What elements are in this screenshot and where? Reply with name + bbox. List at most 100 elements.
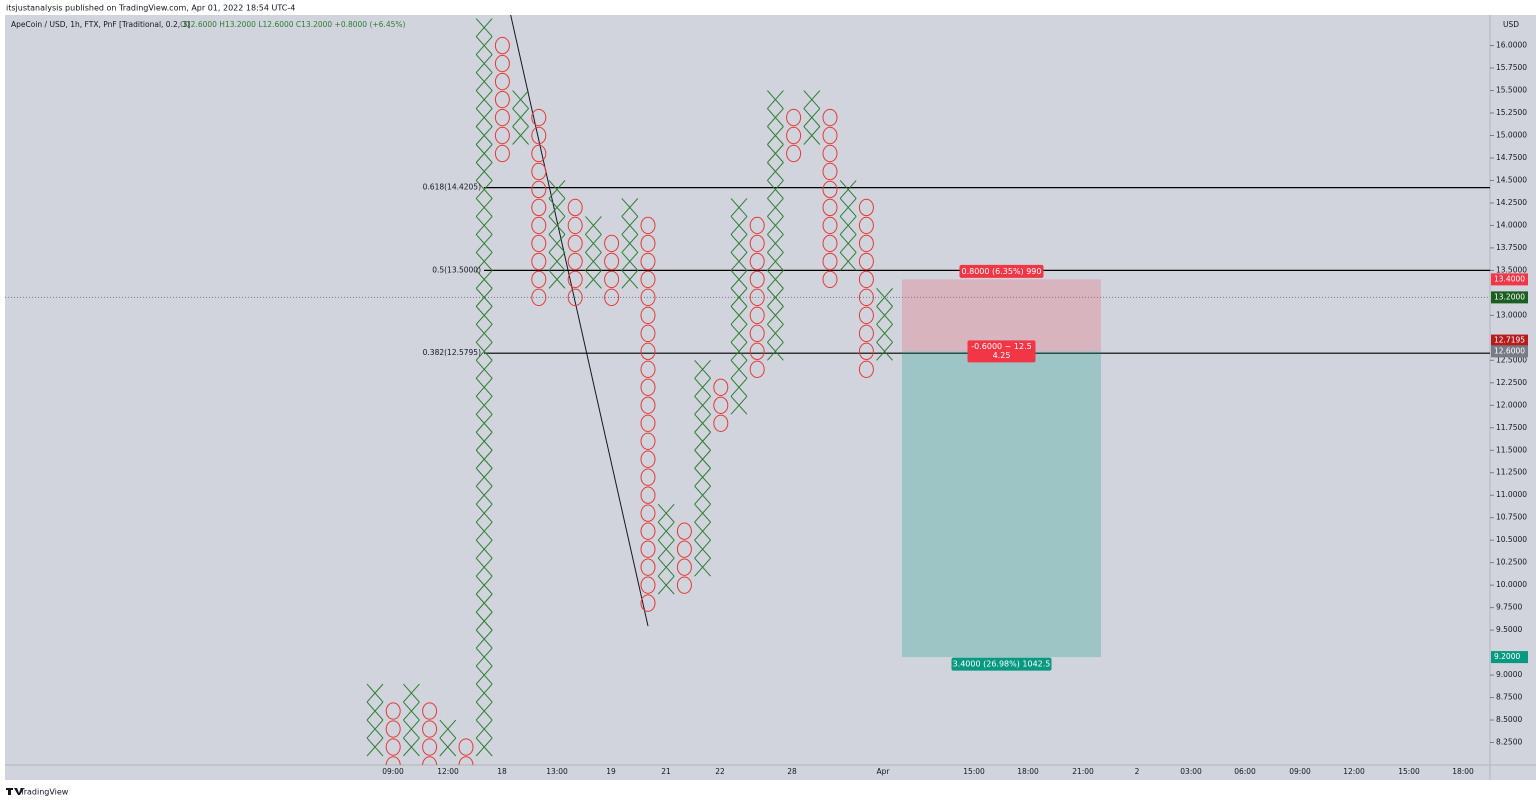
x-column <box>366 683 384 757</box>
y-tick-label: 14.7500 <box>1496 153 1527 162</box>
x-tick-label: 06:00 <box>1234 767 1256 776</box>
trend-line <box>510 15 649 627</box>
o-column <box>604 234 620 306</box>
price-badge-label: 9.2000 <box>1494 652 1520 661</box>
x-column <box>657 503 675 595</box>
y-tick-label: 10.5000 <box>1496 535 1527 544</box>
y-tick-label: 10.0000 <box>1496 580 1527 589</box>
y-tick-label: 9.7500 <box>1496 603 1522 612</box>
y-tick-label: 8.5000 <box>1496 715 1522 724</box>
fib-label: 0.618(14.4205) <box>423 183 481 192</box>
o-column <box>494 36 510 163</box>
y-tick-label: 14.5000 <box>1496 175 1527 184</box>
x-column <box>403 683 420 757</box>
x-tick-label: 18:00 <box>1017 767 1039 776</box>
x-tick-label: 09:00 <box>1289 767 1311 776</box>
price-badge <box>1491 291 1528 304</box>
tradingview-logo <box>6 788 24 795</box>
currency-label: USD <box>1503 20 1519 29</box>
y-tick-label: 13.7500 <box>1496 243 1527 252</box>
y-tick-label: 12.0000 <box>1496 400 1527 409</box>
x-tick-label: 21 <box>661 767 671 776</box>
x-column <box>548 180 566 289</box>
o-column <box>749 216 765 378</box>
y-tick-label: 11.7500 <box>1496 423 1527 432</box>
y-tick-label: 14.0000 <box>1496 220 1527 229</box>
x-column <box>475 18 493 757</box>
price-badge-label: 13.4000 <box>1494 274 1525 283</box>
x-tick-label: 15:00 <box>963 767 985 776</box>
x-column <box>512 90 529 145</box>
x-column <box>694 359 711 577</box>
position-label-bg <box>967 340 1036 363</box>
y-tick-label: 9.5000 <box>1496 625 1522 634</box>
y-tick-label: 15.7500 <box>1496 63 1527 72</box>
o-column <box>858 198 874 378</box>
x-tick-label: 18 <box>497 767 507 776</box>
position-label: 0.8000 (6.35%) 990 <box>961 267 1041 276</box>
x-tick-label: 12:00 <box>437 767 459 776</box>
x-tick-label: 19 <box>606 767 616 776</box>
price-badge-label: 12.7195 <box>1494 336 1525 345</box>
symbol-title: ApeCoin / USD, 1h, FTX, PnF [Traditional… <box>11 20 190 29</box>
x-tick-label: 12:00 <box>1343 767 1365 776</box>
price-badge <box>1491 273 1528 286</box>
risk-zone <box>902 279 1101 352</box>
fib-label: 0.5(13.5000) <box>432 265 481 274</box>
x-column <box>767 90 784 361</box>
o-column <box>458 738 474 765</box>
ohlc-legend: O12.6000 H13.2000 L12.6000 C13.2000 +0.8… <box>180 20 405 29</box>
o-column <box>640 216 656 612</box>
x-tick-label: Apr <box>877 767 891 776</box>
x-tick-label: 09:00 <box>382 767 404 776</box>
price-badge-label: 13.2000 <box>1494 292 1525 301</box>
o-column <box>422 702 438 765</box>
y-tick-label: 8.2500 <box>1496 738 1522 747</box>
price-badge-label: 12.6000 <box>1494 346 1525 355</box>
x-column <box>439 719 457 757</box>
y-tick-label: 15.0000 <box>1496 131 1527 140</box>
o-column <box>786 108 802 163</box>
publisher-header: itsjustanalysis published on TradingView… <box>6 4 295 13</box>
y-tick-label: 8.7500 <box>1496 693 1522 702</box>
price-badge <box>1491 651 1528 664</box>
y-tick-label: 15.2500 <box>1496 108 1527 117</box>
o-column <box>385 702 401 765</box>
x-tick-label: 18:00 <box>1452 767 1474 776</box>
x-tick-label: 03:00 <box>1180 767 1202 776</box>
y-tick-label: 16.0000 <box>1496 41 1527 50</box>
x-tick-label: 21:00 <box>1072 767 1094 776</box>
plot-area <box>5 15 1490 765</box>
position-label: 4.25 <box>993 351 1011 360</box>
x-column <box>621 198 639 289</box>
x-column <box>876 288 893 361</box>
reward-zone <box>902 351 1101 658</box>
price-badge <box>1491 334 1528 347</box>
y-tick-label: 9.0000 <box>1496 670 1522 679</box>
x-tick-label: 22 <box>715 767 725 776</box>
y-tick-label: 11.5000 <box>1496 445 1527 454</box>
y-tick-label: 14.2500 <box>1496 198 1527 207</box>
position-label: -0.6000 ~ 12.5 <box>971 342 1031 351</box>
chart-background <box>5 15 1536 780</box>
x-tick-label: 13:00 <box>546 767 568 776</box>
y-tick-label: 10.7500 <box>1496 513 1527 522</box>
x-tick-label: 28 <box>787 767 797 776</box>
y-tick-label: 10.2500 <box>1496 558 1527 567</box>
position-label: 3.4000 (26.98%) 1042.5 <box>953 660 1051 669</box>
x-column <box>839 180 857 271</box>
o-column <box>676 522 692 594</box>
position-label-bg <box>959 264 1044 278</box>
y-tick-label: 13.5000 <box>1496 265 1527 274</box>
x-column <box>730 198 748 415</box>
o-column <box>822 108 838 288</box>
x-column <box>803 90 821 145</box>
x-tick-label: 2 <box>1135 767 1140 776</box>
fib-label: 0.382(12.5795) <box>423 348 481 357</box>
y-tick-label: 15.5000 <box>1496 86 1527 95</box>
o-column <box>713 378 729 432</box>
x-tick-label: 15:00 <box>1398 767 1420 776</box>
x-column <box>585 216 602 289</box>
